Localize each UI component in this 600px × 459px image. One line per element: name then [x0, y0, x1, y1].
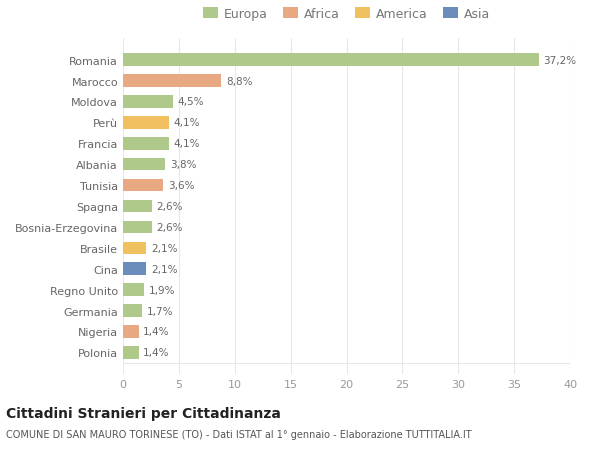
- Text: 1,9%: 1,9%: [149, 285, 175, 295]
- Text: 3,8%: 3,8%: [170, 160, 196, 170]
- Text: 4,5%: 4,5%: [178, 97, 204, 107]
- Text: 2,6%: 2,6%: [157, 202, 183, 212]
- Bar: [123, 263, 146, 275]
- Text: 2,6%: 2,6%: [157, 223, 183, 232]
- Text: 2,1%: 2,1%: [151, 243, 178, 253]
- Text: 4,1%: 4,1%: [173, 139, 200, 149]
- Bar: [123, 54, 539, 67]
- Bar: [123, 96, 173, 108]
- Text: 1,7%: 1,7%: [146, 306, 173, 316]
- Bar: [123, 200, 152, 213]
- Bar: [123, 325, 139, 338]
- Bar: [123, 138, 169, 150]
- Bar: [123, 158, 166, 171]
- Text: 2,1%: 2,1%: [151, 264, 178, 274]
- Bar: [123, 284, 144, 296]
- Text: COMUNE DI SAN MAURO TORINESE (TO) - Dati ISTAT al 1° gennaio - Elaborazione TUTT: COMUNE DI SAN MAURO TORINESE (TO) - Dati…: [6, 429, 472, 439]
- Bar: [123, 347, 139, 359]
- Text: 1,4%: 1,4%: [143, 327, 170, 337]
- Bar: [123, 305, 142, 317]
- Bar: [123, 179, 163, 192]
- Bar: [123, 221, 152, 234]
- Text: 37,2%: 37,2%: [543, 56, 577, 66]
- Text: 1,4%: 1,4%: [143, 347, 170, 358]
- Text: 3,6%: 3,6%: [168, 181, 194, 190]
- Bar: [123, 75, 221, 88]
- Text: Cittadini Stranieri per Cittadinanza: Cittadini Stranieri per Cittadinanza: [6, 406, 281, 420]
- Legend: Europa, Africa, America, Asia: Europa, Africa, America, Asia: [197, 3, 496, 26]
- Text: 8,8%: 8,8%: [226, 76, 253, 86]
- Text: 4,1%: 4,1%: [173, 118, 200, 128]
- Bar: [123, 117, 169, 129]
- Bar: [123, 242, 146, 255]
